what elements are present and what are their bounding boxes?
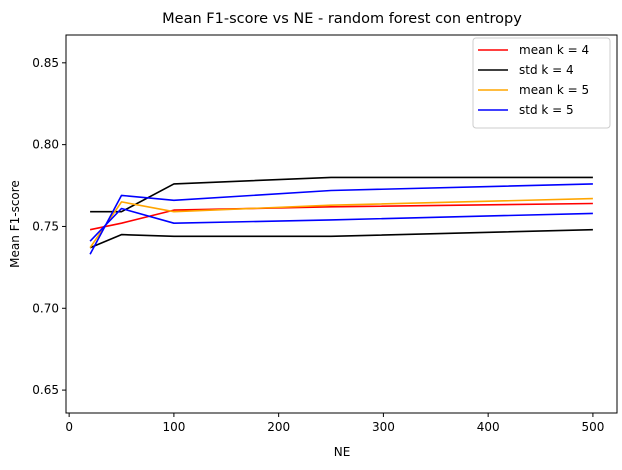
series-line-0 xyxy=(89,202,593,231)
series-line-1 xyxy=(90,176,593,213)
axes-frame xyxy=(65,34,618,414)
y-tick-label: 0.85 xyxy=(32,56,59,70)
series-line-4 xyxy=(89,183,593,255)
plot-area: 0 100 200 300 400 500 0.65 0.70 0.75 0.80 0.85 xyxy=(32,34,618,434)
x-tick-label: 400 xyxy=(477,420,500,434)
legend-label: mean k = 5 xyxy=(519,83,589,97)
series-line-5 xyxy=(89,207,593,242)
x-axis: 0 100 200 300 400 500 xyxy=(65,413,604,434)
x-axis-label: NE xyxy=(334,445,351,459)
series-lines xyxy=(89,176,593,255)
x-tick-label: 100 xyxy=(162,420,185,434)
x-tick-label: 0 xyxy=(65,420,73,434)
x-tick-label: 200 xyxy=(267,420,290,434)
legend-label: mean k = 4 xyxy=(519,43,589,57)
y-tick-label: 0.65 xyxy=(32,383,59,397)
legend-label: std k = 5 xyxy=(519,103,574,117)
x-tick-label: 500 xyxy=(581,420,604,434)
y-tick-label: 0.80 xyxy=(32,138,59,152)
series-line-3 xyxy=(89,197,593,249)
y-axis-label: Mean F1-score xyxy=(8,180,22,268)
y-tick-label: 0.75 xyxy=(32,219,59,233)
legend-label: std k = 4 xyxy=(519,63,574,77)
y-axis: 0.65 0.70 0.75 0.80 0.85 xyxy=(32,56,66,397)
x-tick-label: 300 xyxy=(372,420,395,434)
chart-title: Mean F1-score vs NE - random forest con … xyxy=(162,11,522,27)
series-line-2 xyxy=(89,228,593,249)
legend-box xyxy=(472,37,611,129)
y-tick-label: 0.70 xyxy=(32,301,59,315)
legend: mean k = 4 std k = 4 mean k = 5 std k = 5 xyxy=(472,37,611,129)
